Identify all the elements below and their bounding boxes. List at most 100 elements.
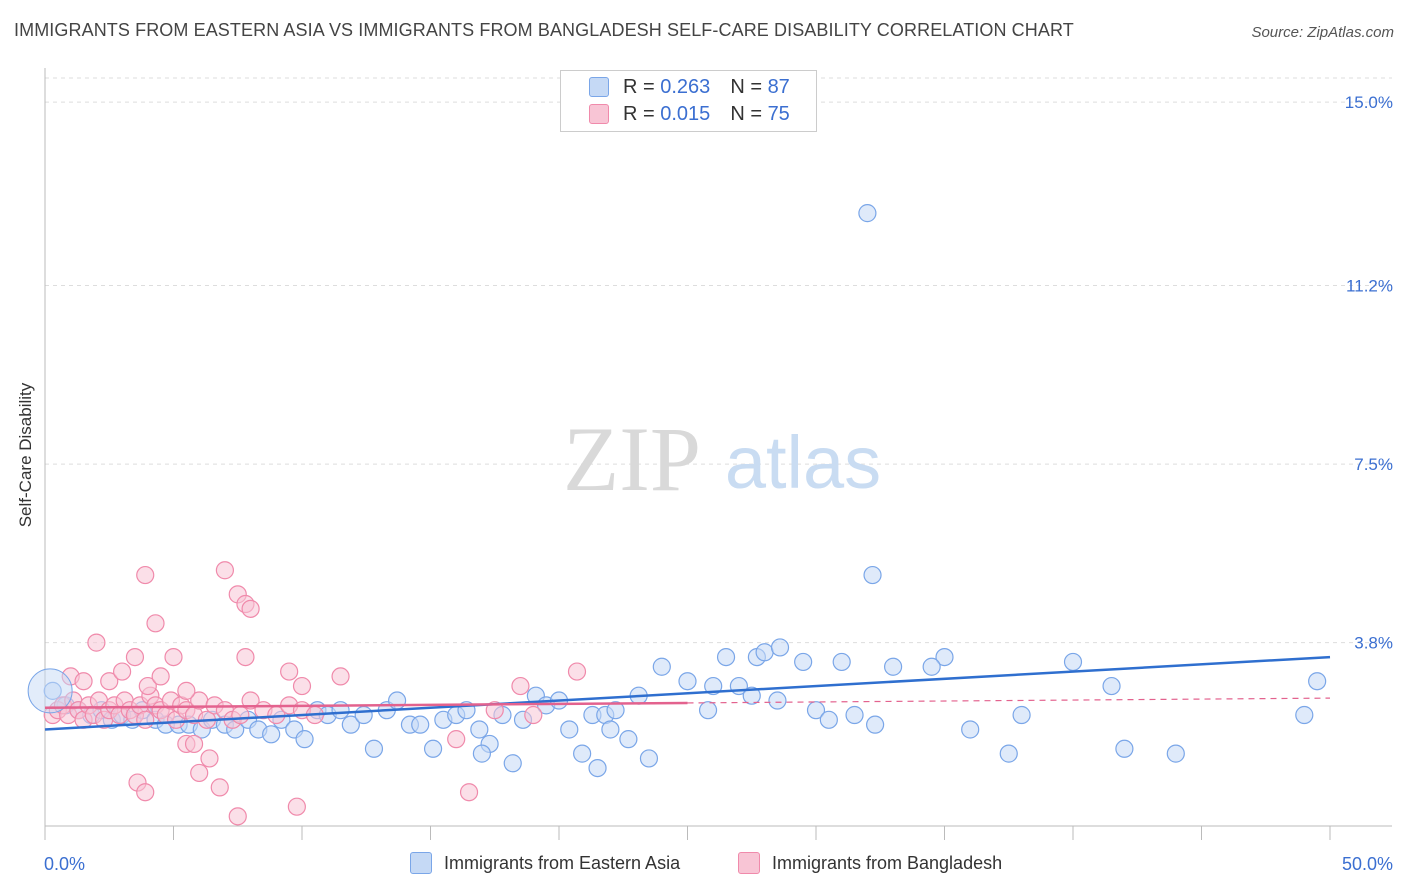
eastern-asia-point (755, 643, 774, 662)
bangladesh-point (241, 691, 260, 710)
eastern-asia-point (704, 676, 723, 696)
eastern-asia-point (652, 657, 671, 676)
n-value: 87 (767, 75, 790, 98)
n-label: N = (730, 102, 762, 125)
stats-row-bangladesh: R = 0.015 N = 75 (561, 101, 790, 127)
bangladesh-point (164, 647, 183, 667)
bangladesh-point (112, 662, 132, 681)
eastern-asia-point (560, 720, 579, 739)
stats-legend: R = 0.263 N = 87 R = 0.015 N = 75 (560, 70, 817, 132)
y-tick-label: 3.8% (1354, 634, 1393, 653)
bangladesh-point (184, 734, 204, 754)
eastern-asia-point (387, 691, 407, 710)
trend-lines (44, 655, 1331, 731)
eastern-asia-point (678, 672, 697, 691)
eastern-asia-point (698, 701, 718, 720)
eastern-asia-trend-line (44, 655, 1331, 731)
bangladesh-point (138, 676, 157, 696)
eastern-asia-point (1295, 705, 1314, 725)
watermark-atlas: atlas (725, 421, 881, 504)
bangladesh-point (177, 681, 196, 700)
eastern-asia-point (1166, 744, 1185, 763)
bangladesh-point (228, 807, 247, 826)
eastern-asia-point (1308, 672, 1327, 691)
y-tick-label: 15.0% (1345, 93, 1393, 112)
bangladesh-point (210, 778, 229, 797)
x-tick-label-max: 50.0% (1342, 854, 1393, 874)
bangladesh-point (151, 667, 170, 686)
y-axis-label: Self-Care Disability (16, 382, 35, 528)
eastern-asia-point (606, 701, 625, 720)
data-points (27, 204, 1327, 826)
eastern-asia-point (1115, 739, 1134, 758)
grid-lines (45, 77, 1392, 644)
y-tick-label: 11.2% (1346, 277, 1393, 296)
legend-item-eastern-asia[interactable]: Immigrants from Eastern Asia (410, 852, 680, 874)
bangladesh-point (231, 705, 250, 725)
bangladesh-point (136, 710, 155, 729)
bangladesh-point (331, 667, 350, 686)
bangladesh-point (485, 701, 504, 720)
bangladesh-legend-swatch (738, 852, 760, 874)
eastern-asia-point (883, 657, 903, 676)
bangladesh-point (280, 662, 299, 681)
bangladesh-point (292, 676, 312, 696)
eastern-asia-point (470, 720, 489, 739)
r-label: R = (623, 75, 655, 98)
eastern-asia-point (503, 754, 522, 773)
y-tick-label: 7.5% (1354, 455, 1393, 474)
eastern-asia-point (331, 701, 350, 720)
eastern-asia-point (866, 715, 885, 734)
eastern-asia-point (27, 668, 73, 714)
eastern-asia-point (472, 744, 491, 763)
eastern-asia-point (832, 652, 851, 672)
eastern-asia-point (716, 647, 736, 667)
eastern-asia-point (1012, 705, 1031, 725)
source-credit: Source: ZipAtlas.com (1251, 24, 1394, 41)
bangladesh-point (447, 730, 466, 749)
n-label: N = (730, 75, 762, 98)
eastern-asia-point (295, 730, 314, 749)
eastern-asia-point (858, 204, 877, 223)
eastern-asia-point (770, 638, 790, 657)
tick-labels: 3.8% 7.5% 11.2% 15.0% 0.0% 50.0% (44, 93, 1393, 874)
eastern-asia-point (806, 701, 826, 720)
eastern-asia-point (768, 691, 787, 710)
eastern-asia-point (573, 744, 592, 763)
r-value: 0.263 (660, 75, 711, 98)
eastern-asia-point (999, 744, 1018, 763)
eastern-asia-point (364, 739, 384, 758)
bangladesh-point (459, 783, 479, 802)
chart-title: IMMIGRANTS FROM EASTERN ASIA VS IMMIGRAN… (14, 20, 1074, 40)
eastern-asia-point (588, 758, 607, 778)
bangladesh-point (236, 647, 255, 667)
bangladesh-point (125, 647, 145, 667)
bangladesh-point (190, 763, 209, 783)
bangladesh-point (524, 705, 543, 725)
bangladesh-point (87, 633, 106, 652)
eastern-asia-point (411, 715, 430, 734)
n-value: 75 (767, 102, 790, 125)
eastern-asia-point (819, 710, 838, 729)
eastern-asia-point (601, 720, 620, 739)
r-label: R = (623, 102, 655, 125)
bangladesh-point (200, 749, 219, 768)
eastern-asia-point (262, 725, 281, 744)
bangladesh-point (136, 783, 155, 802)
eastern-asia-swatch (589, 77, 609, 97)
eastern-asia-point (845, 705, 864, 725)
bangladesh-trend-line (44, 701, 688, 710)
r-value: 0.015 (660, 102, 711, 125)
legend-label-bangladesh: Immigrants from Bangladesh (772, 852, 1003, 873)
bangladesh-point (100, 672, 119, 691)
eastern-asia-point (863, 565, 882, 585)
legend-item-bangladesh[interactable]: Immigrants from Bangladesh (738, 852, 1002, 874)
eastern-asia-point (639, 749, 659, 768)
eastern-asia-point (1102, 676, 1121, 696)
bangladesh-point (287, 797, 306, 816)
x-tick-label-min: 0.0% (44, 854, 85, 874)
stats-row-eastern-asia: R = 0.263 N = 87 (561, 74, 790, 100)
eastern-asia-legend-swatch (410, 852, 432, 874)
eastern-asia-point (742, 686, 761, 705)
